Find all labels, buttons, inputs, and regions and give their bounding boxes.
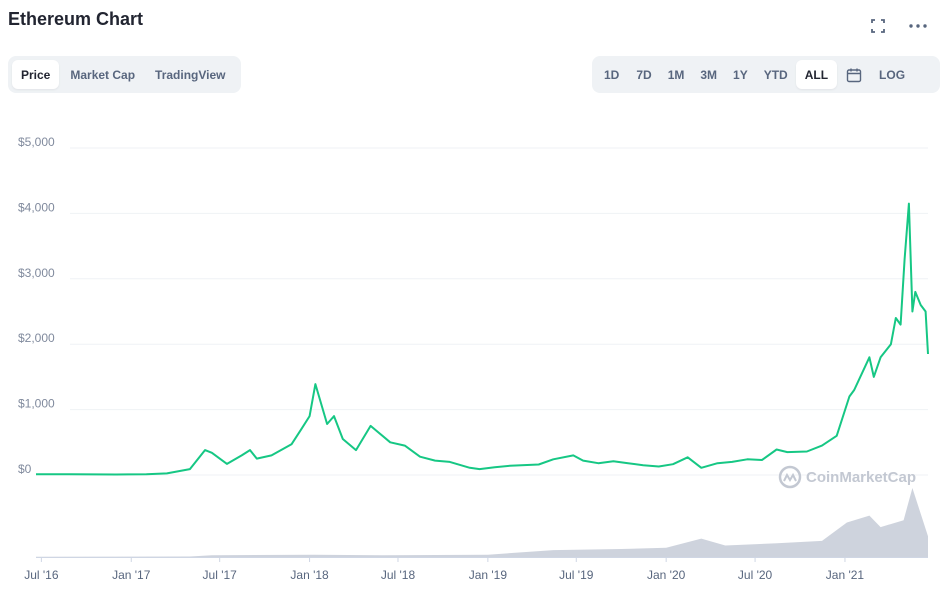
x-tick-label: Jul '18	[381, 568, 416, 582]
y-tick-label: $2,000	[18, 331, 55, 345]
tab-market-cap[interactable]: Market Cap	[70, 67, 136, 82]
x-tick-label: Jan '18	[290, 568, 329, 582]
calendar-icon[interactable]	[837, 60, 871, 89]
volume-histogram	[36, 488, 928, 557]
y-tick-label: $5,000	[18, 135, 55, 149]
x-tick-label: Jul '17	[203, 568, 238, 582]
x-tick-label: Jan '17	[112, 568, 151, 582]
x-tick-label: Jul '20	[738, 568, 773, 582]
range-1d[interactable]: 1D	[604, 67, 620, 82]
range-tab-group: 1D 7D 1M 3M 1Y YTD ALL LOG	[592, 56, 940, 93]
x-tick-label: Jan '19	[469, 568, 508, 582]
range-1m[interactable]: 1M	[667, 67, 685, 82]
coinmarketcap-logo-icon	[778, 465, 802, 489]
x-tick-label: Jan '20	[647, 568, 686, 582]
y-tick-label: $3,000	[18, 266, 55, 280]
fullscreen-icon[interactable]	[866, 14, 890, 38]
more-dots-icon[interactable]	[906, 14, 930, 38]
y-tick-label: $4,000	[18, 200, 55, 214]
log-scale-toggle[interactable]: LOG	[879, 67, 906, 82]
view-tab-group: Price Market Cap TradingView	[8, 56, 241, 93]
range-7d[interactable]: 7D	[636, 67, 652, 82]
x-tick-label: Jan '21	[826, 568, 865, 582]
range-1y[interactable]: 1Y	[733, 67, 748, 82]
range-all[interactable]: ALL	[795, 60, 838, 89]
x-tick-label: Jul '16	[24, 568, 59, 582]
x-tick-label: Jul '19	[559, 568, 594, 582]
y-tick-label: $0	[18, 462, 32, 476]
page-title: Ethereum Chart	[8, 9, 144, 29]
tab-price[interactable]: Price	[12, 60, 60, 89]
range-ytd[interactable]: YTD	[763, 67, 788, 82]
price-line	[36, 202, 929, 476]
watermark-text: CoinMarketCap	[806, 469, 916, 486]
tab-tradingview[interactable]: TradingView	[155, 67, 226, 82]
y-tick-label: $1,000	[18, 397, 55, 411]
range-3m[interactable]: 3M	[700, 67, 718, 82]
